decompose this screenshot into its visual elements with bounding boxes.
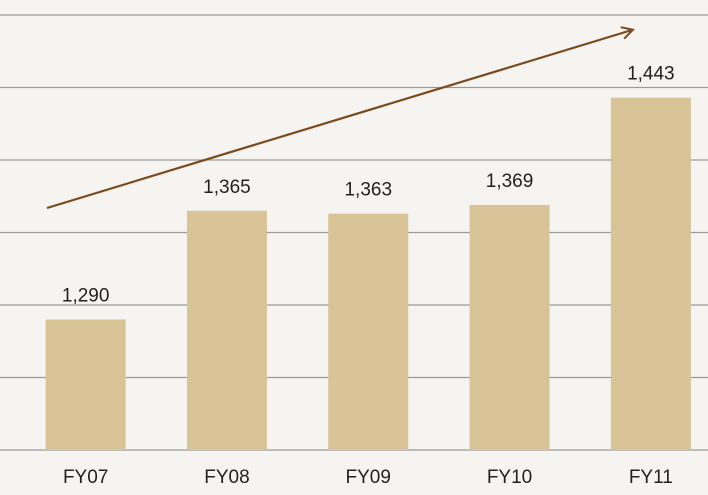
bar bbox=[610, 97, 691, 451]
trend-arrow bbox=[46, 30, 632, 210]
data-label: 1,363 bbox=[344, 180, 392, 201]
data-label: 1,365 bbox=[203, 177, 251, 198]
x-tick-label: FY11 bbox=[629, 467, 673, 488]
x-tick-label: FY09 bbox=[346, 467, 391, 488]
bar bbox=[469, 204, 550, 450]
bar bbox=[186, 210, 267, 450]
data-label: 1,443 bbox=[627, 64, 675, 85]
x-tick-label: FY08 bbox=[204, 467, 249, 488]
bars bbox=[45, 97, 691, 451]
data-label: 1,290 bbox=[62, 286, 110, 307]
bar bbox=[328, 213, 409, 450]
data-label: 1,369 bbox=[486, 171, 534, 192]
x-tick-label: FY10 bbox=[487, 467, 532, 488]
bar bbox=[45, 319, 126, 450]
x-tick-label: FY07 bbox=[63, 467, 108, 488]
